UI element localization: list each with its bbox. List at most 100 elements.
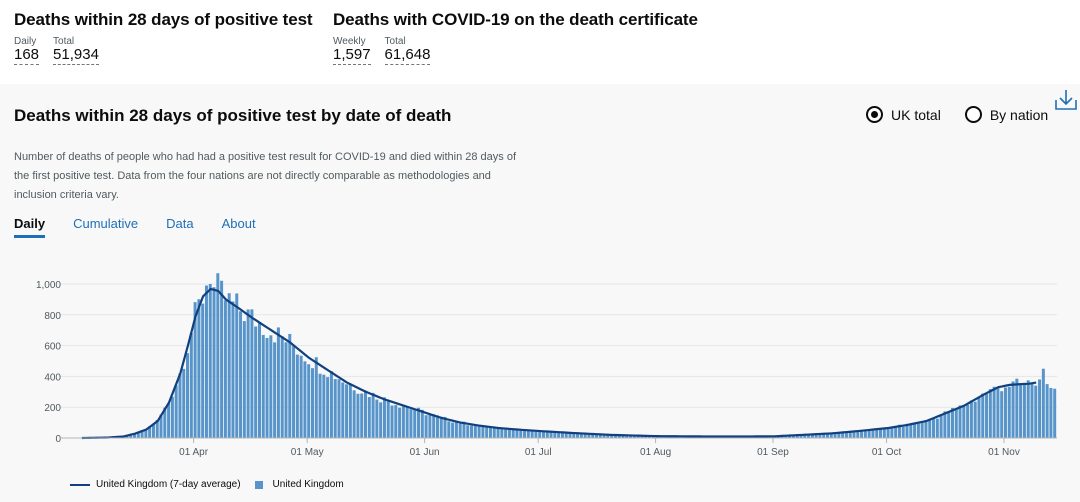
bar[interactable] <box>375 399 379 438</box>
bar[interactable] <box>235 293 239 438</box>
bar[interactable] <box>201 303 205 438</box>
bar[interactable] <box>432 414 436 438</box>
bar[interactable] <box>193 302 197 438</box>
bar[interactable] <box>595 434 598 438</box>
bar[interactable] <box>795 435 799 438</box>
bar[interactable] <box>398 407 402 438</box>
bar[interactable] <box>409 409 413 438</box>
bar[interactable] <box>174 385 178 438</box>
bar[interactable] <box>807 434 811 438</box>
bar[interactable] <box>276 327 280 438</box>
bar[interactable] <box>977 397 981 438</box>
bar[interactable] <box>314 357 318 438</box>
bar[interactable] <box>1007 386 1011 438</box>
bar[interactable] <box>458 423 462 438</box>
bar[interactable] <box>890 427 894 438</box>
bar[interactable] <box>1030 382 1034 438</box>
bar[interactable] <box>485 426 489 438</box>
bar[interactable] <box>901 426 905 438</box>
bar[interactable] <box>879 429 883 438</box>
bar[interactable] <box>496 428 500 438</box>
bar[interactable] <box>326 377 330 438</box>
bar[interactable] <box>292 346 296 438</box>
bar[interactable] <box>352 390 356 438</box>
bar[interactable] <box>125 435 129 438</box>
bar[interactable] <box>356 393 360 438</box>
bar[interactable] <box>629 435 633 438</box>
bar[interactable] <box>208 284 212 438</box>
bar[interactable] <box>814 433 818 438</box>
bar[interactable] <box>534 431 538 438</box>
bar[interactable] <box>621 434 625 438</box>
bar[interactable] <box>167 403 171 438</box>
bar[interactable] <box>379 402 383 438</box>
bar[interactable] <box>826 433 829 438</box>
bar[interactable] <box>239 311 243 438</box>
bar[interactable] <box>178 373 182 438</box>
bar[interactable] <box>992 386 996 438</box>
bar[interactable] <box>144 429 148 438</box>
bar[interactable] <box>613 434 617 438</box>
bar[interactable] <box>318 373 322 438</box>
bar[interactable] <box>492 426 496 438</box>
bar[interactable] <box>852 430 856 438</box>
bar[interactable] <box>788 435 792 438</box>
bar[interactable] <box>303 361 307 438</box>
radio-by-nation[interactable]: By nation <box>964 106 1048 123</box>
bar[interactable] <box>155 420 159 438</box>
bar[interactable] <box>428 414 432 438</box>
total-value[interactable]: 51,934 <box>53 46 99 65</box>
tab-about[interactable]: About <box>221 216 256 231</box>
bar[interactable] <box>284 342 288 438</box>
bar[interactable] <box>1041 368 1045 438</box>
bar[interactable] <box>470 425 474 438</box>
bar[interactable] <box>640 435 644 438</box>
bar[interactable] <box>1015 378 1019 438</box>
bar[interactable] <box>511 429 515 438</box>
tab-daily[interactable]: Daily <box>14 216 46 238</box>
bar[interactable] <box>216 273 220 438</box>
bar[interactable] <box>500 427 504 438</box>
bar[interactable] <box>966 404 970 438</box>
bar[interactable] <box>583 434 587 438</box>
download-icon[interactable] <box>1054 88 1078 112</box>
tab-cumulative[interactable]: Cumulative <box>73 216 139 231</box>
radio-uk-total[interactable]: UK total <box>866 106 941 123</box>
bar[interactable] <box>564 432 568 438</box>
bar[interactable] <box>803 434 807 438</box>
bar[interactable] <box>860 431 864 438</box>
bar[interactable] <box>212 287 216 438</box>
bar[interactable] <box>401 406 405 438</box>
bar[interactable] <box>969 400 973 438</box>
bar[interactable] <box>405 407 409 438</box>
bar[interactable] <box>954 408 958 438</box>
bar[interactable] <box>417 407 421 438</box>
bar[interactable] <box>140 430 144 438</box>
bar[interactable] <box>913 422 917 438</box>
bar[interactable] <box>856 430 860 438</box>
bar[interactable] <box>863 429 867 438</box>
bar[interactable] <box>337 379 341 438</box>
bar[interactable] <box>250 309 254 438</box>
bar[interactable] <box>1034 385 1038 438</box>
bar[interactable] <box>988 389 992 438</box>
bar[interactable] <box>481 426 485 438</box>
bar[interactable] <box>322 374 326 438</box>
bar[interactable] <box>1026 380 1030 438</box>
weekly-value[interactable]: 1,597 <box>333 46 371 65</box>
bar[interactable] <box>341 382 345 438</box>
bar[interactable] <box>844 432 848 438</box>
bar[interactable] <box>462 421 466 438</box>
bar[interactable] <box>1000 391 1004 438</box>
bar[interactable] <box>231 301 235 438</box>
bar[interactable] <box>1003 387 1007 438</box>
bar[interactable] <box>515 429 519 438</box>
bar[interactable] <box>837 432 841 438</box>
bar[interactable] <box>364 390 367 438</box>
bar[interactable] <box>451 422 455 438</box>
bar[interactable] <box>507 429 511 438</box>
bar[interactable] <box>996 387 1000 438</box>
bar[interactable] <box>916 422 920 438</box>
bar[interactable] <box>1049 387 1053 438</box>
bar[interactable] <box>943 411 947 438</box>
